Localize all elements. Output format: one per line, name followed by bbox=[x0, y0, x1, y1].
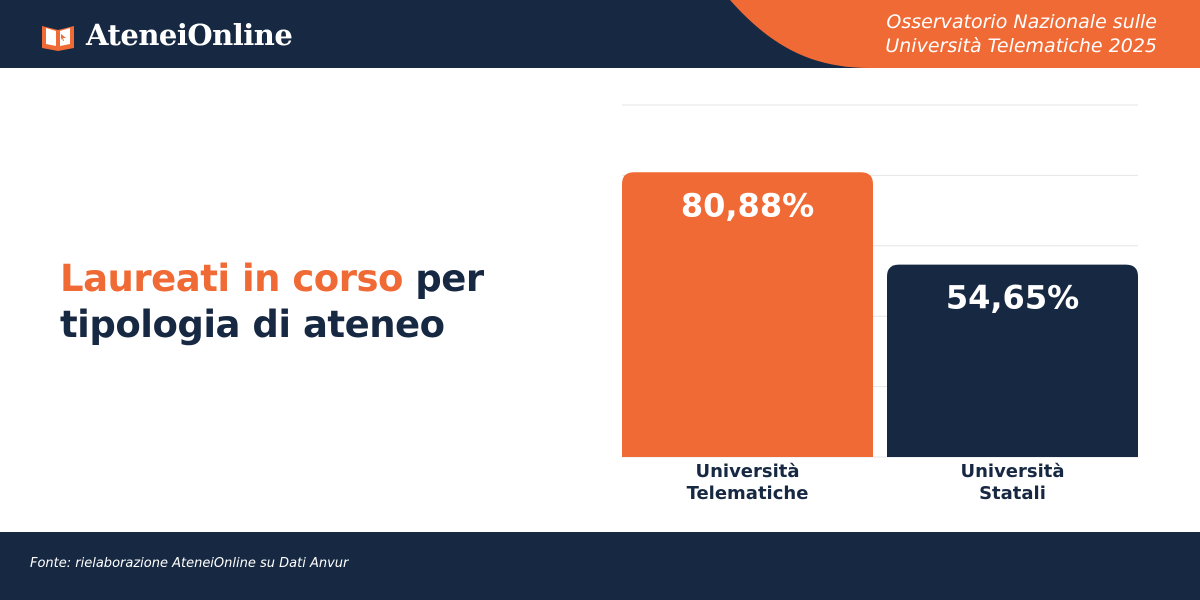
x-tick-label: Università Telematiche bbox=[686, 461, 809, 504]
logo-icon bbox=[42, 26, 74, 51]
chart-title: Laureati in corso per tipologia di atene… bbox=[60, 256, 510, 348]
footer-bar bbox=[0, 532, 1200, 600]
title-highlight: Laureati in corso bbox=[60, 257, 403, 300]
source-note: Fonte: rielaborazione AteneiOnline su Da… bbox=[30, 556, 349, 571]
value-label: 80,88% bbox=[681, 186, 814, 224]
title-rest: per tipologia di ateneo bbox=[60, 257, 484, 346]
value-label: 54,65% bbox=[946, 279, 1079, 317]
bar bbox=[887, 264, 1138, 457]
bar bbox=[622, 172, 873, 457]
header-accent bbox=[730, 0, 1200, 68]
header-subtitle: Osservatorio Nazionale sulle Università … bbox=[885, 11, 1157, 57]
logo: AteneiOnline bbox=[86, 18, 293, 52]
x-tick-label: Università Statali bbox=[960, 461, 1065, 504]
